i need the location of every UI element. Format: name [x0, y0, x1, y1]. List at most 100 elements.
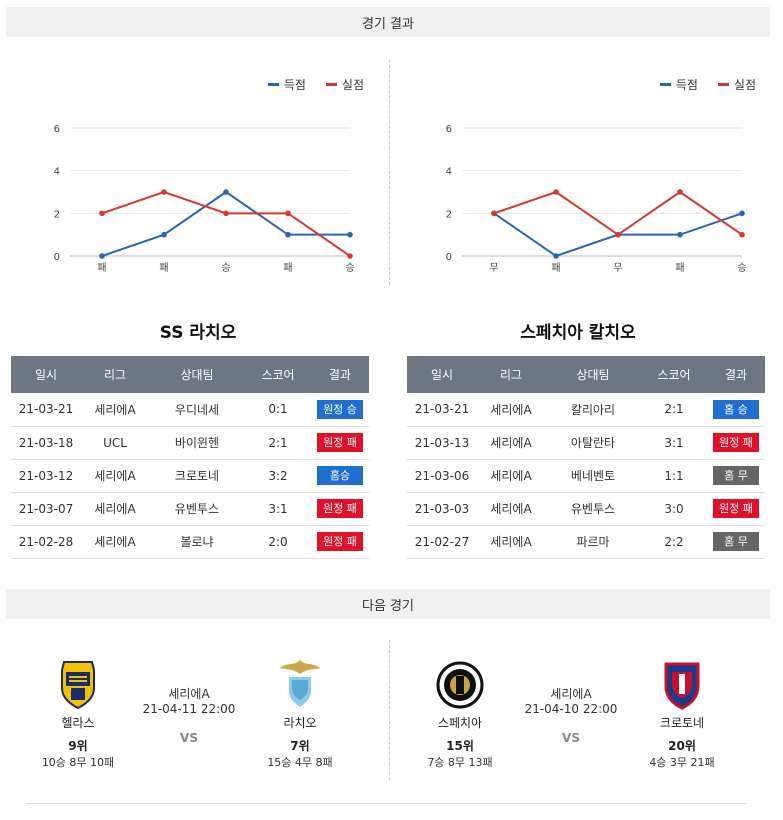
- column-header: 리그: [477, 356, 545, 393]
- y-tick-label: 4: [54, 167, 60, 178]
- table-row[interactable]: 21-03-21 세리에A 칼리아리 2:1 홈 승: [407, 393, 765, 427]
- data-point-conceded: [739, 231, 745, 238]
- table-row[interactable]: 21-02-28 세리에A 볼로냐 2:0 원정 패: [11, 525, 369, 559]
- match-info: 세리에A 21-04-10 22:00: [511, 685, 631, 716]
- table-row[interactable]: 21-03-18 UCL 바이윈헨 2:1 원정 패: [11, 426, 369, 460]
- data-point-scored: [739, 210, 745, 217]
- chart-legend: 득점 실점: [267, 76, 364, 93]
- match-date: 21-03-03: [407, 492, 477, 526]
- league-name: 세리에A: [477, 393, 545, 427]
- column-header: 결과: [707, 356, 765, 393]
- result-cell: 홈 무: [707, 525, 765, 559]
- away-team[interactable]: 크로토네 20위 4승 3무 21패: [627, 655, 737, 770]
- match-date: 21-02-28: [11, 525, 81, 559]
- opponent-name: 유벤투스: [545, 492, 641, 526]
- opponent-name: 유벤투스: [149, 492, 245, 526]
- x-tick-label: 패: [97, 262, 106, 274]
- away-team-rank: 20위: [668, 739, 696, 753]
- y-tick-label: 4: [446, 167, 452, 178]
- data-point-scored: [223, 189, 229, 195]
- x-tick-label: 무: [613, 263, 622, 274]
- match-info: 세리에A 21-04-11 22:00: [129, 685, 249, 716]
- league-name: 세리에A: [81, 459, 149, 493]
- data-point-scored: [677, 231, 683, 238]
- match-score: 1:1: [641, 459, 707, 493]
- match-date: 21-03-12: [11, 459, 81, 493]
- table-row[interactable]: 21-03-07 세리에A 유벤투스 3:1 원정 패: [11, 492, 369, 526]
- league-name: 세리에A: [477, 492, 545, 526]
- data-point-scored: [347, 231, 353, 238]
- table-row[interactable]: 21-03-12 세리에A 크로토네 3:2 홈승: [11, 459, 369, 493]
- data-point-conceded: [347, 253, 353, 259]
- vs-label: VS: [562, 731, 580, 745]
- scored-swatch: [659, 83, 671, 86]
- data-point-scored: [553, 253, 559, 259]
- y-tick-label: 0: [54, 252, 60, 263]
- match-score: 3:2: [245, 459, 311, 493]
- next-match-1[interactable]: 헬라스 9위 10승 8무 10패 세리에A 21-04-11 22:00 VS…: [6, 655, 376, 775]
- y-tick-label: 2: [446, 209, 452, 220]
- conceded-swatch: [717, 83, 729, 86]
- match-score: 2:1: [245, 426, 311, 460]
- y-tick-label: 2: [54, 209, 60, 220]
- home-team-name: 헬라스: [61, 716, 95, 730]
- league-name: 세리에A: [81, 393, 149, 427]
- away-team-record: 4승 3무 21패: [649, 756, 715, 769]
- column-header: 상대팀: [149, 356, 245, 393]
- table-row[interactable]: 21-03-21 세리에A 우디네세 0:1 원정 승: [11, 393, 369, 427]
- data-point-conceded: [491, 210, 497, 217]
- x-tick-label: 패: [675, 262, 684, 274]
- y-tick-label: 0: [446, 252, 452, 263]
- result-badge: 원정 패: [713, 433, 759, 452]
- result-cell: 원정 패: [311, 525, 369, 559]
- table-row[interactable]: 21-03-03 세리에A 유벤투스 3:0 원정 패: [407, 492, 765, 526]
- data-point-conceded: [223, 210, 229, 217]
- legend-scored[interactable]: 득점: [267, 76, 306, 93]
- match-divider: [389, 640, 390, 780]
- lazio-logo: [276, 658, 324, 710]
- match-date: 21-03-06: [407, 459, 477, 493]
- spezia-chart: 득점 실점 0 2 4 6 무 패 무 패 승: [402, 60, 772, 280]
- opponent-name: 베네벤토: [545, 459, 641, 493]
- x-tick-label: 패: [159, 262, 168, 274]
- footer-divider: [26, 803, 746, 804]
- table-row[interactable]: 21-03-06 세리에A 베네벤토 1:1 홈 무: [407, 459, 765, 493]
- team-title-spezia: 스페치아 칼치오: [520, 323, 636, 343]
- result-cell: 원정 승: [311, 393, 369, 427]
- legend-conceded[interactable]: 실점: [325, 76, 364, 93]
- y-tick-label: 6: [54, 124, 60, 135]
- next-match-2[interactable]: 스페치아 15위 7승 8무 13패 세리에A 21-04-10 22:00 V…: [396, 655, 766, 775]
- column-header: 결과: [311, 356, 369, 393]
- home-team[interactable]: 헬라스 9위 10승 8무 10패: [23, 655, 133, 770]
- result-cell: 홈 무: [707, 459, 765, 493]
- match-datetime: 21-04-10 22:00: [524, 702, 618, 716]
- league-name: 세리에A: [81, 525, 149, 559]
- conceded-swatch: [325, 83, 337, 86]
- match-datetime: 21-04-11 22:00: [142, 702, 236, 716]
- data-point-conceded: [99, 210, 105, 217]
- column-header: 일시: [11, 356, 81, 393]
- data-point-conceded: [615, 231, 621, 238]
- line-chart-svg: 0 2 4 6 무 패 무 패 승: [446, 124, 747, 274]
- home-team[interactable]: 스페치아 15위 7승 8무 13패: [405, 655, 515, 770]
- result-cell: 원정 패: [707, 426, 765, 460]
- league-name: 세리에A: [477, 459, 545, 493]
- legend-scored[interactable]: 득점: [659, 76, 698, 93]
- spezia-results-table: 일시 리그 상대팀 스코어 결과 21-03-21 세리에A 칼리아리 2:1 홈 승 21-03-…: [407, 356, 765, 559]
- table-row[interactable]: 21-02-27 세리에A 파르마 2:2 홈 무: [407, 525, 765, 559]
- league-name: 세리에A: [81, 492, 149, 526]
- match-score: 2:0: [245, 525, 311, 559]
- legend-conceded[interactable]: 실점: [717, 76, 756, 93]
- match-score: 3:1: [245, 492, 311, 526]
- opponent-name: 우디네세: [149, 393, 245, 427]
- table-row[interactable]: 21-03-13 세리에A 아탈란타 3:1 원정 패: [407, 426, 765, 460]
- data-point-conceded: [285, 210, 291, 217]
- away-team[interactable]: 라치오 7위 15승 4무 8패: [245, 655, 355, 770]
- opponent-name: 칼리아리: [545, 393, 641, 427]
- away-team-rank: 7위: [290, 739, 310, 753]
- match-date: 21-03-07: [11, 492, 81, 526]
- result-badge: 홈 무: [713, 466, 759, 485]
- column-header: 스코어: [245, 356, 311, 393]
- series-line-conceded: [101, 190, 351, 257]
- series-line-scored: [101, 190, 350, 257]
